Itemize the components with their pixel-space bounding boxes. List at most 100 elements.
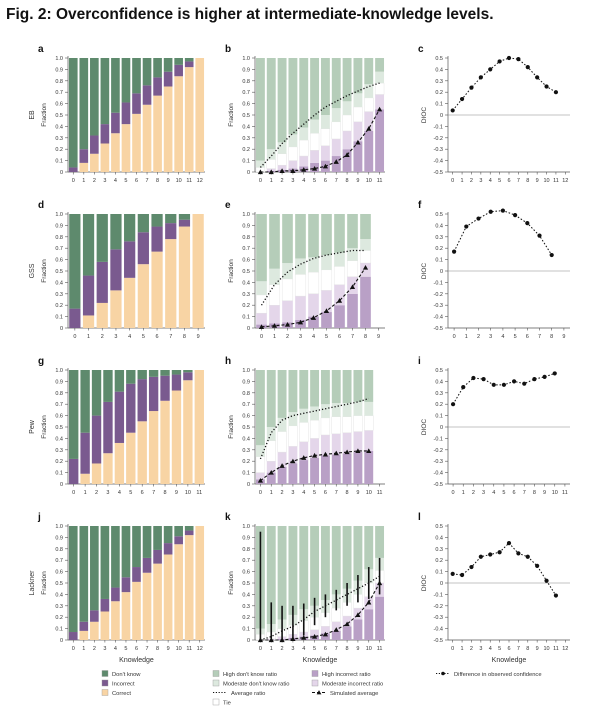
- bar-segment: [364, 415, 374, 431]
- bar-segment: [310, 58, 320, 120]
- bar-segment: [299, 422, 309, 443]
- bar-segment: [269, 214, 280, 269]
- bar-segment: [364, 609, 374, 640]
- x-tick-label: 10: [543, 178, 549, 184]
- bar-segment: [320, 145, 330, 161]
- dioc-point: [459, 96, 465, 102]
- simulated-average-marker: [271, 323, 278, 328]
- dioc-point: [450, 108, 455, 113]
- y-tick-label: 0.5: [55, 269, 63, 275]
- y-tick-label: 0.1: [55, 471, 63, 477]
- x-tick-label: 12: [197, 178, 203, 184]
- y-tick-label: 0.1: [435, 570, 443, 576]
- dioc-point: [511, 379, 517, 384]
- x-tick-label: 10: [366, 646, 372, 652]
- legend-item-marker: [316, 690, 322, 695]
- bar-segment: [299, 460, 309, 484]
- bar-segment: [342, 403, 352, 417]
- x-tick-label: 0: [452, 490, 455, 496]
- x-tick-label: 7: [351, 334, 354, 340]
- bar-segment: [163, 86, 173, 172]
- dioc-point: [522, 381, 527, 386]
- bar-segment: [90, 58, 99, 136]
- bar-segment: [137, 379, 147, 422]
- y-tick-label: 1.0: [55, 212, 63, 218]
- bar-segment: [310, 150, 320, 163]
- bar-segment: [353, 619, 363, 640]
- dioc-point: [525, 65, 530, 70]
- y-tick-label: 0.8: [242, 547, 250, 553]
- bar-segment: [255, 58, 265, 161]
- bar-segment: [353, 415, 363, 432]
- bar-segment: [288, 463, 298, 484]
- bar-segment: [288, 425, 298, 447]
- x-tick-label: 8: [550, 334, 553, 340]
- y-tick-label: 0.5: [435, 212, 443, 218]
- y-tick-label: 0.9: [55, 379, 63, 385]
- bar-segment: [364, 97, 374, 112]
- bar-segment: [266, 427, 276, 441]
- average-ratio-line: [259, 82, 380, 168]
- dioc-point: [452, 249, 457, 254]
- bar-segment: [331, 454, 341, 484]
- row-label: Lackner: [29, 570, 36, 596]
- y-tick-label: 0.1: [242, 159, 250, 165]
- x-tick-label: 7: [146, 646, 149, 652]
- y-tick-label: 0.5: [55, 581, 63, 587]
- bar-segment: [121, 592, 131, 640]
- dioc-point: [497, 550, 502, 555]
- x-tick-label: 11: [186, 178, 192, 184]
- y-tick-label: 0.2: [435, 558, 443, 564]
- x-tick-label: 10: [185, 490, 191, 496]
- bar-segment: [277, 370, 287, 418]
- bar-segment: [360, 276, 371, 328]
- y-tick-label: 0.9: [55, 67, 63, 73]
- simulated-average-marker: [297, 319, 304, 325]
- bar-segment: [347, 214, 358, 249]
- legend-item-swatch: [101, 689, 109, 696]
- y-tick-label: 0.1: [242, 471, 250, 477]
- bar-segment: [282, 214, 293, 264]
- bar-segment: [342, 130, 352, 150]
- bar-segment: [184, 61, 194, 68]
- y-tick-label: 0.7: [242, 558, 250, 564]
- bar-segment: [100, 611, 110, 640]
- y-tick-label: 0.8: [242, 79, 250, 85]
- x-tick-label: 1: [87, 334, 90, 340]
- x-tick-label: 0: [260, 334, 263, 340]
- bar-segment: [359, 250, 372, 264]
- bar-segment: [288, 370, 298, 413]
- bar-segment: [288, 446, 298, 464]
- bar-segment: [178, 219, 191, 227]
- bar-segment: [364, 130, 374, 172]
- bar-segment: [174, 58, 183, 65]
- x-tick-label: 1: [465, 334, 468, 340]
- y-tick-label: 0.1: [435, 258, 443, 264]
- y-tick-label: 0.3: [242, 136, 250, 142]
- bar-segment: [184, 67, 194, 172]
- y-tick-label: -0.2: [434, 292, 443, 298]
- y-tick-label: 0.4: [435, 67, 443, 73]
- bar-segment: [299, 526, 309, 610]
- x-tick-label: 11: [377, 490, 383, 496]
- x-tick-label: 3: [103, 646, 106, 652]
- y-tick-label: -0.1: [434, 280, 443, 286]
- y-tick-label: 0.3: [435, 235, 443, 241]
- bar-segment: [347, 293, 358, 328]
- bar-segment: [183, 372, 193, 381]
- bar-segment: [165, 239, 177, 328]
- bar-segment: [266, 159, 276, 169]
- bar-segment: [331, 416, 341, 435]
- bar-segment: [342, 416, 352, 433]
- y-tick-label: 0.5: [242, 581, 250, 587]
- bar-segment: [96, 261, 108, 303]
- bar-segment: [353, 401, 363, 416]
- bar-segment: [288, 58, 298, 135]
- bar-segment: [137, 214, 149, 233]
- bar-segment: [347, 248, 358, 261]
- bar-segment: [255, 445, 265, 457]
- y-tick-label: 0.1: [242, 315, 250, 321]
- row-label: GSS: [29, 263, 36, 278]
- bar-segment: [163, 71, 173, 87]
- bar-segment: [69, 370, 79, 459]
